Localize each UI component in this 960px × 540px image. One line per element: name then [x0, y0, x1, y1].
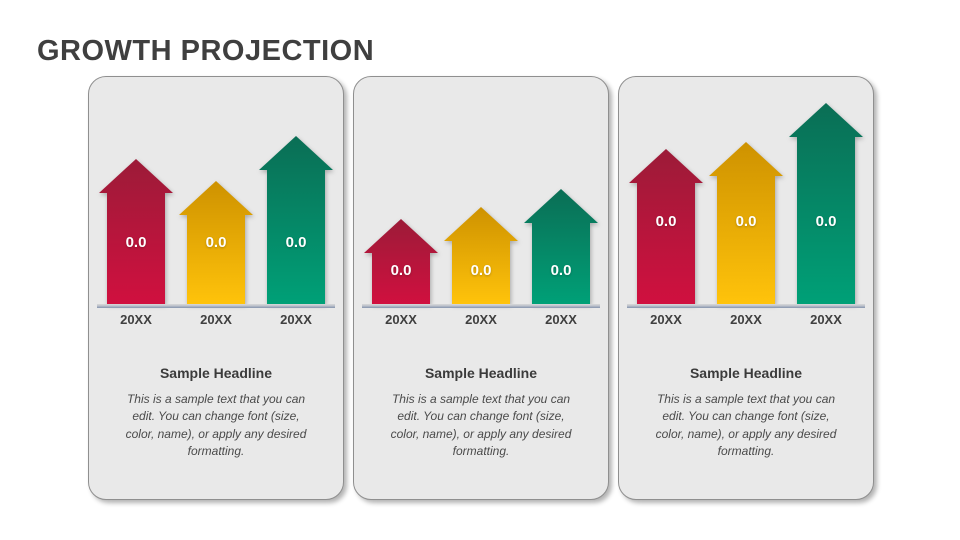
year-label: 20XX — [545, 312, 577, 327]
up-arrow-shape: 0.0 — [709, 142, 783, 304]
bar-value-label: 0.0 — [390, 262, 412, 279]
cards-row: 0.0 0.0 0.0 20XX 20XX 20XX Sample Headli… — [88, 76, 874, 500]
year-label: 20XX — [200, 312, 232, 327]
bar-value-label: 0.0 — [470, 262, 492, 279]
card-body-text: This is a sample text that you can edit.… — [125, 392, 307, 459]
growth-card-3: 0.0 0.0 0.0 20XX 20XX 20XX Sample Headli… — [618, 76, 874, 500]
arrow-bar-chart: 0.0 0.0 0.0 — [89, 77, 343, 304]
up-arrow-bar-red: 0.0 — [99, 159, 173, 304]
up-arrow-shape: 0.0 — [99, 159, 173, 304]
year-label: 20XX — [120, 312, 152, 327]
up-arrow-shape: 0.0 — [259, 136, 333, 304]
year-label: 20XX — [730, 312, 762, 327]
card-text-block: Sample Headline This is a sample text th… — [115, 365, 317, 461]
bar-value-label: 0.0 — [550, 262, 572, 279]
up-arrow-shape: 0.0 — [789, 103, 863, 304]
axis-baseline — [627, 304, 865, 308]
axis-baseline — [97, 304, 335, 308]
bar-value-label: 0.0 — [655, 213, 677, 230]
up-arrow-shape: 0.0 — [629, 149, 703, 304]
up-arrow-bar-red: 0.0 — [364, 219, 438, 304]
up-arrow-shape: 0.0 — [524, 189, 598, 304]
year-label: 20XX — [810, 312, 842, 327]
card-text-block: Sample Headline This is a sample text th… — [645, 365, 847, 461]
year-label: 20XX — [465, 312, 497, 327]
up-arrow-bar-gold: 0.0 — [179, 181, 253, 304]
card-headline: Sample Headline — [159, 365, 273, 381]
arrow-bar-chart: 0.0 0.0 0.0 — [619, 77, 873, 304]
axis-baseline — [362, 304, 600, 308]
up-arrow-bar-gold: 0.0 — [709, 142, 783, 304]
up-arrow-shape: 0.0 — [179, 181, 253, 304]
card-body-text: This is a sample text that you can edit.… — [655, 392, 837, 459]
up-arrow-bar-gold: 0.0 — [444, 207, 518, 304]
card-headline: Sample Headline — [689, 365, 803, 381]
year-label: 20XX — [650, 312, 682, 327]
year-axis: 20XX 20XX 20XX — [89, 312, 343, 327]
bar-value-label: 0.0 — [735, 213, 757, 230]
year-label: 20XX — [385, 312, 417, 327]
bar-value-label: 0.0 — [285, 234, 307, 251]
growth-card-2: 0.0 0.0 0.0 20XX 20XX 20XX Sample Headli… — [353, 76, 609, 500]
card-headline: Sample Headline — [424, 365, 538, 381]
up-arrow-bar-green: 0.0 — [789, 103, 863, 304]
card-text-block: Sample Headline This is a sample text th… — [380, 365, 582, 461]
up-arrow-shape: 0.0 — [444, 207, 518, 304]
up-arrow-bar-red: 0.0 — [629, 149, 703, 304]
bar-value-label: 0.0 — [205, 234, 227, 251]
year-axis: 20XX 20XX 20XX — [619, 312, 873, 327]
arrow-bar-chart: 0.0 0.0 0.0 — [354, 77, 608, 304]
growth-card-1: 0.0 0.0 0.0 20XX 20XX 20XX Sample Headli… — [88, 76, 344, 500]
slide-title: GROWTH PROJECTION — [37, 35, 375, 68]
bar-value-label: 0.0 — [125, 234, 147, 251]
up-arrow-bar-green: 0.0 — [524, 189, 598, 304]
card-body-text: This is a sample text that you can edit.… — [390, 392, 572, 459]
year-axis: 20XX 20XX 20XX — [354, 312, 608, 327]
up-arrow-bar-green: 0.0 — [259, 136, 333, 304]
year-label: 20XX — [280, 312, 312, 327]
up-arrow-shape: 0.0 — [364, 219, 438, 304]
bar-value-label: 0.0 — [815, 213, 837, 230]
